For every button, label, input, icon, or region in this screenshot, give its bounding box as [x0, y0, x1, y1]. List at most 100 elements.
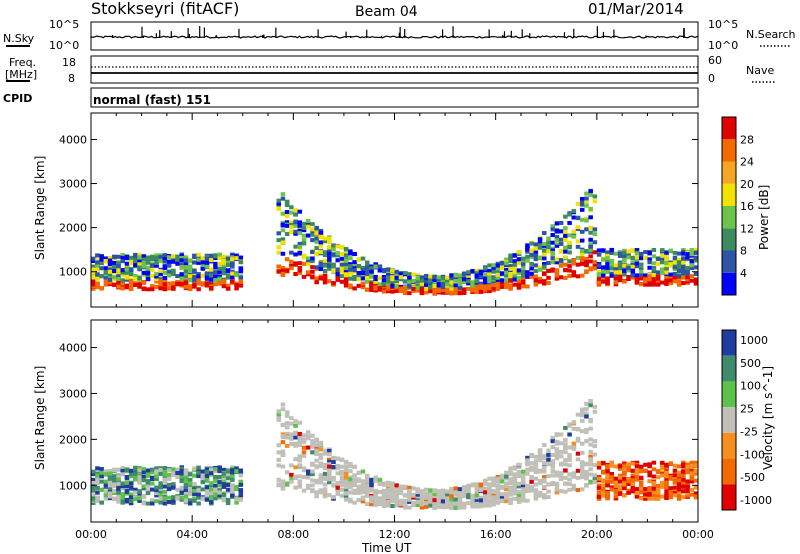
velocity-cell — [601, 479, 606, 484]
power-cell — [546, 268, 551, 273]
power-cell — [449, 280, 454, 285]
velocity-cell — [297, 435, 303, 440]
velocity-cell — [520, 479, 526, 484]
velocity-cell — [158, 471, 163, 476]
power-cell — [504, 270, 509, 275]
power-cell — [504, 257, 509, 262]
power-cell — [550, 251, 555, 256]
velocity-cell — [676, 464, 682, 469]
velocity-cell — [537, 453, 543, 458]
velocity-cell — [546, 448, 551, 453]
velocity-cell — [504, 492, 509, 497]
velocity-cell — [289, 416, 294, 421]
velocity-cell — [575, 457, 581, 462]
power-cell — [542, 261, 547, 266]
power-cell — [554, 268, 560, 273]
power-cell — [128, 281, 134, 286]
power-cell — [596, 272, 602, 277]
power-cell — [91, 264, 96, 269]
power-cell — [525, 249, 530, 254]
power-cell — [474, 279, 480, 284]
power-cell — [171, 272, 176, 277]
power-cell — [137, 262, 142, 267]
power-cell — [672, 260, 678, 265]
power-cell — [424, 279, 429, 284]
power-cell — [605, 277, 610, 282]
power-cell — [575, 201, 581, 206]
power-cell — [293, 244, 298, 249]
power-cell — [550, 260, 555, 265]
power-cell — [99, 257, 104, 262]
velocity-cell — [579, 407, 585, 412]
power-cell — [116, 274, 121, 279]
velocity-cell — [297, 457, 303, 462]
velocity-cell — [335, 480, 341, 485]
power-cell — [154, 277, 159, 282]
power-cell — [533, 269, 539, 274]
power-cell — [533, 274, 539, 279]
velocity-cell — [200, 469, 206, 474]
velocity-cell — [314, 490, 319, 495]
power-cell — [415, 288, 421, 293]
velocity-cell — [171, 472, 176, 477]
velocity-cell — [276, 477, 281, 482]
power-cell — [483, 287, 488, 292]
power-cell — [238, 258, 244, 263]
velocity-cell — [499, 492, 505, 497]
power-cell — [348, 267, 353, 272]
power-cell — [478, 284, 484, 289]
power-cell — [550, 233, 555, 238]
power-cell — [175, 274, 180, 279]
power-cell — [381, 269, 387, 274]
velocity-cell — [483, 481, 488, 486]
velocity-cell — [499, 474, 505, 479]
power-cell — [305, 219, 311, 224]
velocity-cell — [432, 505, 437, 510]
power-cell — [634, 248, 640, 253]
velocity-cell — [352, 500, 357, 505]
velocity-cell — [693, 468, 699, 473]
velocity-cell — [230, 470, 235, 475]
power-cell — [112, 260, 117, 265]
velocity-cell — [609, 475, 614, 480]
power-cell — [141, 261, 147, 266]
velocity-cell — [504, 484, 509, 489]
power-cell — [276, 269, 281, 274]
velocity-cell — [91, 477, 96, 482]
velocity-cell — [373, 499, 378, 504]
power-cell — [592, 194, 598, 199]
power-cell — [322, 239, 328, 244]
power-cell — [579, 207, 585, 212]
power-cell — [327, 251, 332, 256]
velocity-cell — [335, 489, 341, 494]
velocity-cell — [343, 497, 349, 502]
power-cell — [428, 278, 433, 283]
velocity-cell — [516, 497, 522, 502]
power-cell — [95, 258, 100, 263]
velocity-cell — [453, 505, 459, 510]
power-x-axis — [90, 113, 699, 307]
power-cell — [626, 268, 631, 273]
velocity-cell — [171, 482, 176, 487]
power-cell — [166, 263, 172, 268]
velocity-cell — [563, 442, 568, 447]
velocity-cell — [369, 486, 374, 491]
noise-spikes — [111, 26, 685, 38]
power-cell — [373, 285, 378, 290]
power-cell — [588, 266, 593, 271]
velocity-cell — [672, 493, 678, 498]
velocity-cell — [487, 476, 492, 481]
power-cell — [554, 243, 560, 248]
velocity-cell — [664, 474, 669, 479]
power-cell — [322, 269, 328, 274]
velocity-cell — [605, 479, 610, 484]
velocity-cell — [183, 483, 189, 488]
power-cell — [196, 278, 201, 283]
velocity-cell — [432, 498, 437, 503]
velocity-cell — [546, 462, 551, 467]
velocity-cell — [107, 479, 113, 484]
power-cell — [209, 258, 214, 263]
velocity-cell — [225, 473, 231, 478]
velocity-cell — [664, 496, 669, 501]
